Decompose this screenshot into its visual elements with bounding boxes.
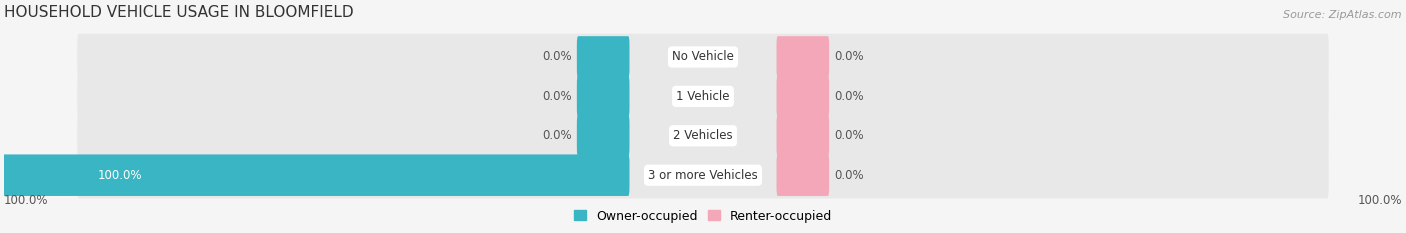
FancyBboxPatch shape: [776, 75, 830, 117]
Text: 0.0%: 0.0%: [543, 129, 572, 142]
Text: 3 or more Vehicles: 3 or more Vehicles: [648, 169, 758, 182]
Legend: Owner-occupied, Renter-occupied: Owner-occupied, Renter-occupied: [568, 205, 838, 228]
Text: 2 Vehicles: 2 Vehicles: [673, 129, 733, 142]
FancyBboxPatch shape: [576, 75, 630, 117]
FancyBboxPatch shape: [77, 34, 1329, 80]
Text: 0.0%: 0.0%: [543, 90, 572, 103]
Text: 0.0%: 0.0%: [834, 90, 863, 103]
Text: HOUSEHOLD VEHICLE USAGE IN BLOOMFIELD: HOUSEHOLD VEHICLE USAGE IN BLOOMFIELD: [4, 4, 354, 20]
Text: Source: ZipAtlas.com: Source: ZipAtlas.com: [1284, 10, 1402, 20]
Text: No Vehicle: No Vehicle: [672, 51, 734, 63]
FancyBboxPatch shape: [776, 154, 830, 196]
Text: 100.0%: 100.0%: [1357, 194, 1402, 207]
FancyBboxPatch shape: [77, 152, 1329, 199]
Text: 100.0%: 100.0%: [98, 169, 142, 182]
FancyBboxPatch shape: [776, 115, 830, 157]
FancyBboxPatch shape: [77, 73, 1329, 120]
Text: 0.0%: 0.0%: [543, 51, 572, 63]
FancyBboxPatch shape: [576, 115, 630, 157]
Text: 0.0%: 0.0%: [834, 169, 863, 182]
FancyBboxPatch shape: [3, 154, 630, 196]
Text: 1 Vehicle: 1 Vehicle: [676, 90, 730, 103]
Text: 0.0%: 0.0%: [834, 51, 863, 63]
FancyBboxPatch shape: [576, 36, 630, 78]
FancyBboxPatch shape: [776, 36, 830, 78]
Text: 0.0%: 0.0%: [834, 129, 863, 142]
FancyBboxPatch shape: [77, 113, 1329, 159]
Text: 100.0%: 100.0%: [4, 194, 49, 207]
